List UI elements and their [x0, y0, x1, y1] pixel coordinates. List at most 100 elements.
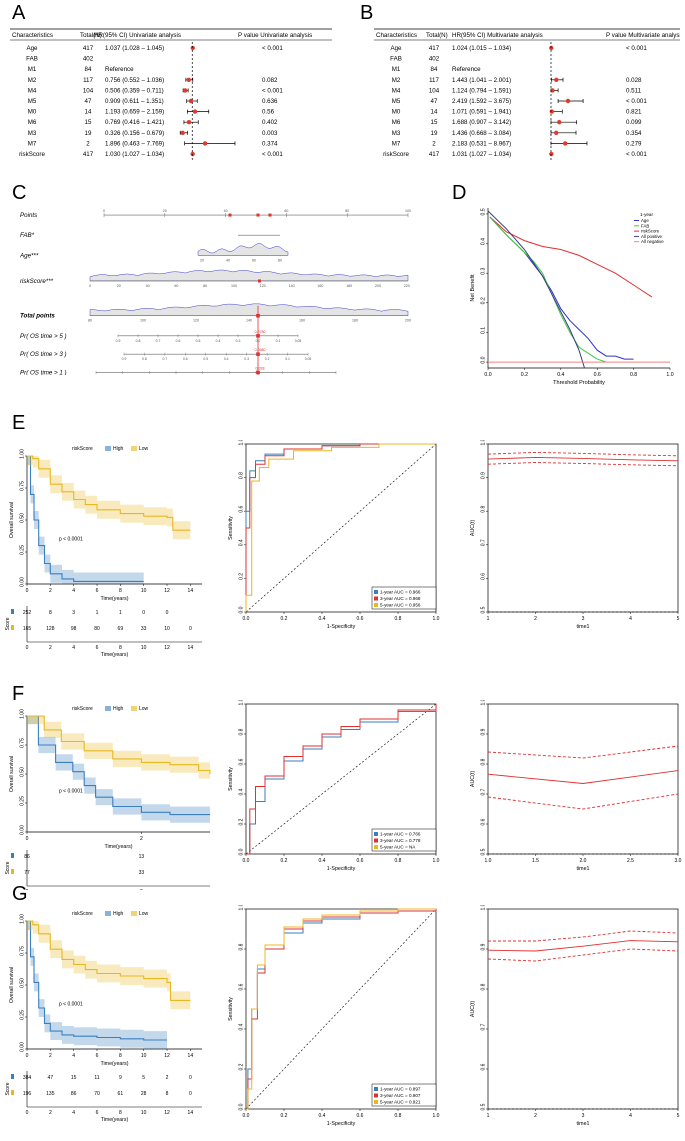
- roc-legend-swatch: [374, 845, 378, 849]
- forest-row-n: 84: [85, 66, 92, 73]
- risk-table-time: 4: [72, 645, 75, 651]
- forest-row-p: 0.099: [626, 119, 642, 126]
- roc-legend-swatch: [374, 838, 378, 843]
- km-ci-band: [27, 921, 167, 1049]
- x-axis-title: Threshold Probability: [553, 380, 605, 386]
- km-legend-swatch: [105, 911, 111, 916]
- y-tick-label: 1.00: [20, 709, 26, 719]
- nomo-risk-tick: 180: [346, 284, 352, 288]
- forest-row-name: M4: [28, 87, 37, 94]
- nomo-prob-tick-label: 0.5: [203, 357, 208, 361]
- x-tick-label: 0.2: [281, 1113, 288, 1119]
- forest-row-name: M6: [392, 119, 401, 126]
- forest-point: [549, 151, 554, 157]
- km-legend-item: High: [113, 911, 124, 917]
- nomo-total-tick: 180: [352, 319, 358, 323]
- forest-row-p: < 0.001: [262, 87, 283, 94]
- y-tick-label: 0.0: [239, 848, 245, 855]
- forest-row-n: 19: [85, 130, 92, 137]
- roc-legend-item: 5-year AUC = NA: [380, 845, 416, 850]
- x-tick-label: 0: [26, 1053, 29, 1059]
- y-tick-label: 0.50: [20, 513, 26, 523]
- risk-table-value: 70: [94, 1091, 100, 1097]
- y-tick-label: 1.00: [20, 449, 26, 459]
- risk-table-value: 1: [96, 610, 99, 616]
- dca-legend-item: riskScore: [641, 229, 660, 234]
- x-tick-label: 12: [164, 588, 170, 594]
- tauc-line-upper: [488, 930, 679, 942]
- x-tick-label: 10: [141, 588, 147, 594]
- forest-row-hr: 0.326 (0.156 – 0.679): [105, 130, 164, 137]
- x-tick-label: 0.0: [243, 858, 250, 864]
- forest-row-p: 0.402: [262, 119, 278, 126]
- nomo-risk-tick: 160: [317, 284, 323, 288]
- y-tick-label: 0.4: [239, 788, 245, 795]
- nomo-risk-tick: 220: [404, 284, 410, 288]
- risk-table-time: 8: [119, 645, 122, 651]
- nomo-pred-label: 0.0580: [255, 348, 266, 352]
- dca-series-all-positive: [487, 210, 585, 369]
- x-tick-label: 2: [140, 836, 143, 842]
- risk-table-value: 3: [72, 610, 75, 616]
- km-curve-f: 0 2 0.00 0.25 0.50 0.75 1.00 Time(years) Overall…: [5, 706, 211, 890]
- risk-table-xlabel: Time(years): [101, 652, 129, 658]
- km-ci-band: [27, 716, 210, 783]
- x-tick-label: 1.0: [433, 1113, 440, 1119]
- nomo-age-tick: 60: [252, 258, 256, 262]
- forest-row-n: 84: [431, 66, 438, 73]
- roc-legend-swatch: [374, 603, 378, 607]
- forest-point: [565, 98, 571, 104]
- x-axis-title: Time(years): [100, 596, 128, 602]
- nomo-total-tick: 200: [405, 319, 411, 323]
- forest-header-0: Characteristics: [12, 32, 53, 39]
- y-tick-label: 0.0: [239, 1103, 245, 1110]
- y-axis-title: Sensitivity: [228, 997, 234, 1021]
- x-tick-label: 3: [582, 616, 585, 622]
- nomogram-row-label: Points: [20, 212, 37, 219]
- risk-table-value: 8: [49, 610, 52, 616]
- nomo-risk-tick: 40: [146, 284, 150, 288]
- x-axis-title: time1: [577, 866, 590, 872]
- y-tick-label: 0.6: [481, 818, 487, 825]
- forest-header-3: P value Multivariate analysis: [606, 32, 680, 39]
- forest-row-n: 19: [431, 130, 438, 137]
- forest-point: [202, 141, 208, 146]
- nomo-total-density: [89, 303, 409, 316]
- roc-diagonal: [245, 703, 437, 855]
- y-tick-label: 0.25: [20, 1010, 26, 1020]
- nomo-total-tick: 160: [299, 319, 305, 323]
- x-tick-label: 1.0: [433, 616, 440, 622]
- x-tick-label: 0.8: [395, 616, 402, 622]
- nomo-red-marker: [256, 370, 260, 375]
- risk-table-value: 1: [119, 610, 122, 616]
- forest-row-hr: 1.024 (1.015 – 1.034): [452, 45, 511, 52]
- risk-table-value: 13: [139, 854, 145, 860]
- x-axis-title: 1-Specificity: [327, 866, 356, 872]
- forest-row-n: 14: [431, 109, 438, 116]
- forest-row-p: < 0.001: [262, 45, 283, 52]
- forest-header-2: HR(95% CI) Multivariate analysis: [452, 32, 543, 39]
- forest-point: [554, 130, 559, 135]
- risk-table-value: 0: [189, 626, 192, 632]
- nomo-age-tick: 40: [226, 258, 230, 262]
- forest-row-p: < 0.001: [626, 98, 647, 105]
- nomo-risk-tick: 100: [231, 284, 237, 288]
- forest-row-p: 0.511: [626, 87, 642, 94]
- risk-table-swatch: [11, 1074, 14, 1079]
- forest-row-n: 402: [429, 56, 440, 63]
- risk-table-time: 2: [49, 645, 52, 651]
- forest-row-hr: 2.183 (0.531 – 8.967): [452, 140, 511, 147]
- km-legend-title: riskScore: [72, 706, 93, 712]
- forest-row-n: 417: [83, 45, 94, 52]
- forest-row-hr: 1.037 (1.028 – 1.045): [105, 45, 164, 52]
- nomo-total-tick: 80: [88, 319, 92, 323]
- y-tick-label: 0.8: [239, 728, 245, 735]
- forest-row-n: 15: [431, 119, 438, 126]
- y-tick-label: 0.6: [239, 758, 245, 765]
- dca-legend-item: Age: [641, 218, 649, 223]
- nomo-tick-label: 20: [163, 209, 167, 213]
- forest-point: [183, 88, 188, 93]
- risk-table-time: 6: [96, 645, 99, 651]
- forest-row-name: M2: [28, 77, 37, 84]
- forest-row-n: 2: [432, 140, 436, 147]
